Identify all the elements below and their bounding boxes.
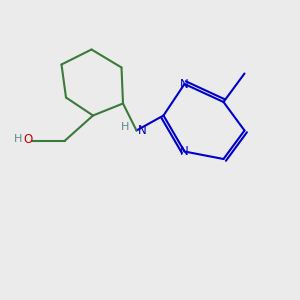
Text: N: N (138, 124, 147, 137)
Text: N: N (180, 77, 189, 91)
Text: N: N (180, 145, 189, 158)
Text: O: O (24, 133, 33, 146)
Text: H: H (14, 134, 22, 145)
Text: H: H (121, 122, 129, 133)
